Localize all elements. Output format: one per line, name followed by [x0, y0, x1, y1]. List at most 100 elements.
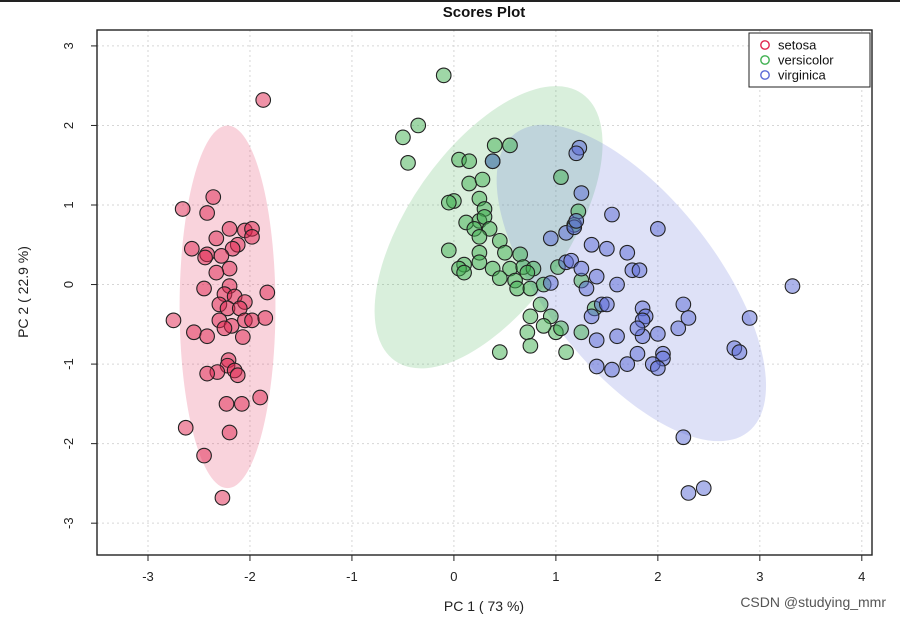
versicolor-point — [471, 228, 488, 245]
versicolor-point — [440, 242, 457, 259]
versicolor-point — [553, 169, 569, 186]
versicolor-point — [502, 137, 518, 154]
x-tick-label: -2 — [244, 569, 256, 584]
y-tick-label: 1 — [61, 201, 76, 208]
setosa-point — [205, 189, 222, 205]
versicolor-point — [461, 153, 478, 170]
y-tick-label: -1 — [61, 358, 76, 370]
virginica-point — [680, 310, 697, 326]
virginica-point — [670, 320, 687, 337]
virginica-point — [568, 213, 585, 229]
setosa-point — [216, 320, 233, 337]
setosa-point — [244, 228, 260, 245]
legend-label-virginica: virginica — [778, 68, 826, 83]
legend-label-versicolor: versicolor — [778, 53, 834, 68]
setosa-point — [199, 328, 215, 345]
versicolor-point — [410, 117, 427, 134]
versicolor-point — [519, 324, 536, 341]
versicolor-point — [512, 246, 529, 263]
virginica-point — [604, 361, 620, 378]
setosa-point — [244, 312, 260, 329]
versicolor-point — [522, 308, 539, 325]
versicolor-point — [519, 264, 536, 281]
virginica-point — [573, 260, 590, 277]
virginica-point — [650, 221, 666, 237]
y-axis-label: PC 2 ( 22.9 %) — [15, 246, 31, 338]
virginica-ellipse — [496, 124, 767, 442]
axis-ticks: -3 -2 -1 0 1 2 3 4 3 2 1 0 -1 -2 -3 — [61, 42, 865, 584]
virginica-point — [542, 230, 559, 247]
virginica-point — [599, 240, 615, 257]
virginica-point — [484, 153, 501, 170]
virginica-point — [583, 236, 600, 253]
virginica-point — [619, 356, 636, 372]
virginica-point — [631, 262, 648, 279]
versicolor-point — [395, 129, 411, 146]
versicolor-point — [456, 264, 472, 281]
setosa-point — [197, 249, 213, 266]
versicolor-point — [440, 194, 457, 211]
x-tick-label: 2 — [654, 569, 661, 584]
virginica-point — [741, 310, 758, 326]
legend-label-setosa: setosa — [778, 38, 817, 53]
setosa-point — [255, 92, 272, 108]
setosa-point — [214, 489, 231, 506]
virginica-point — [588, 358, 605, 375]
y-tick-label: 0 — [61, 281, 76, 288]
x-tick-label: -1 — [346, 569, 358, 584]
virginica-point — [609, 276, 625, 293]
score-points — [165, 67, 801, 506]
setosa-point — [213, 248, 230, 264]
virginica-point — [542, 275, 559, 291]
setosa-point — [218, 396, 235, 412]
setosa-point — [234, 329, 251, 345]
virginica-point — [568, 145, 585, 162]
setosa-point — [183, 240, 200, 257]
virginica-point — [629, 345, 646, 362]
setosa-point — [221, 424, 238, 441]
virginica-point — [675, 429, 692, 446]
y-tick-label: -3 — [61, 517, 76, 529]
setosa-point — [221, 260, 238, 277]
setosa-point — [229, 367, 246, 384]
legend-marker-virginica — [760, 70, 770, 80]
setosa-point — [199, 205, 215, 221]
virginica-point — [599, 296, 615, 313]
legend-marker-versicolor — [760, 55, 770, 65]
versicolor-point — [497, 244, 513, 261]
setosa-point — [257, 310, 274, 326]
setosa-point — [259, 284, 276, 301]
versicolor-point — [435, 67, 452, 84]
setosa-point — [208, 264, 225, 281]
virginica-point — [675, 296, 692, 313]
versicolor-point — [461, 175, 478, 192]
x-tick-label: -3 — [142, 569, 154, 584]
setosa-point — [186, 324, 202, 341]
versicolor-point — [532, 296, 549, 313]
grid-lines — [97, 30, 872, 555]
setosa-point — [199, 365, 215, 382]
virginica-point — [573, 185, 590, 201]
virginica-point — [588, 332, 605, 349]
versicolor-point — [491, 270, 508, 287]
legend-marker-setosa — [760, 40, 770, 50]
versicolor-point — [486, 137, 503, 154]
setosa-point — [233, 396, 250, 412]
virginica-point — [731, 344, 748, 361]
top-border-line — [0, 0, 900, 2]
virginica-point — [650, 326, 666, 342]
virginica-point — [588, 268, 605, 285]
setosa-point — [165, 312, 182, 329]
x-tick-label: 1 — [552, 569, 559, 584]
setosa-point — [208, 230, 225, 247]
setosa-point — [196, 447, 212, 464]
virginica-point — [784, 278, 801, 294]
y-tick-label: 3 — [61, 42, 76, 49]
x-tick-label: 0 — [450, 569, 457, 584]
versicolor-point — [474, 171, 491, 188]
virginica-point — [604, 206, 620, 223]
setosa-point — [174, 201, 191, 217]
versicolor-point — [573, 324, 590, 341]
